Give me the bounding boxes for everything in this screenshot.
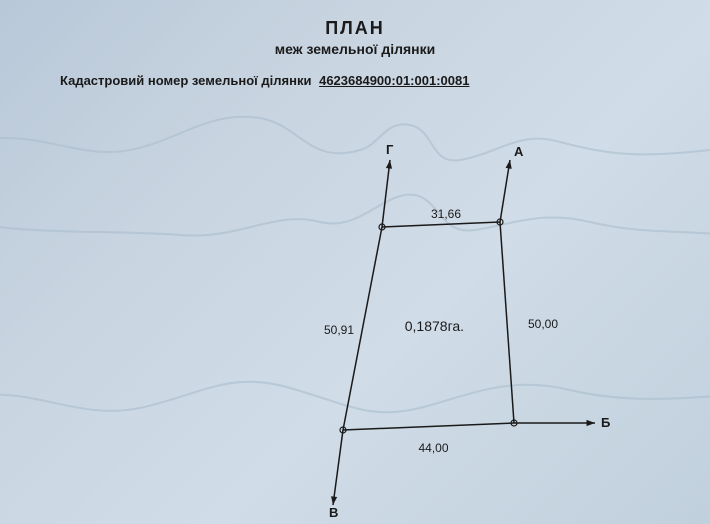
vertex-g-label: Г	[386, 142, 393, 157]
vertex-b-label: Б	[601, 415, 610, 430]
plot-diagram	[0, 0, 710, 524]
plot-area-label: 0,1878га.	[405, 318, 464, 334]
side-gv-measure: 50,91	[324, 323, 354, 337]
vertex-v-label: В	[329, 505, 338, 520]
vertex-a-label: А	[514, 144, 523, 159]
side-ag-measure: 31,66	[431, 207, 461, 221]
side-ab-measure: 50,00	[528, 317, 558, 331]
side-bv-measure: 44,00	[419, 441, 449, 455]
